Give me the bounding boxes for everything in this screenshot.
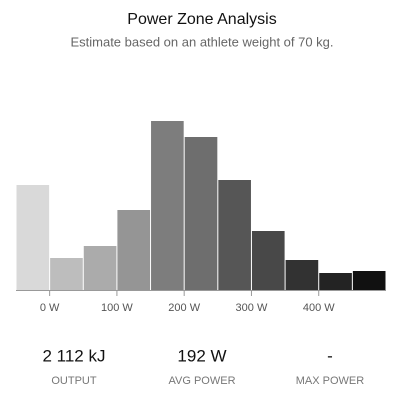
stat-value: - (327, 346, 333, 365)
stat-label: MAX POWER (296, 375, 365, 387)
bar (50, 258, 83, 290)
x-tick-label: 0 W (40, 302, 60, 314)
bar (151, 121, 184, 290)
bar (16, 185, 50, 290)
bar (352, 271, 386, 290)
x-tick-label: 200 W (168, 302, 200, 314)
stat-value: 192 W (177, 346, 226, 365)
bar (184, 137, 218, 290)
bar (83, 246, 117, 290)
x-tick-label: 400 W (303, 302, 335, 314)
subtitle: Estimate based on an athlete weight of 7… (70, 34, 333, 49)
title: Power Zone Analysis (127, 11, 276, 28)
bar (218, 180, 251, 290)
x-tick-label: 300 W (236, 302, 268, 314)
bar (117, 210, 151, 290)
stat-label: AVG POWER (168, 375, 235, 387)
x-tick-label: 100 W (101, 302, 133, 314)
stat-label: OUTPUT (51, 375, 97, 387)
stat-value: 2 112 kJ (42, 346, 105, 365)
bar (251, 231, 285, 290)
bar (285, 260, 319, 290)
bar (319, 273, 352, 290)
